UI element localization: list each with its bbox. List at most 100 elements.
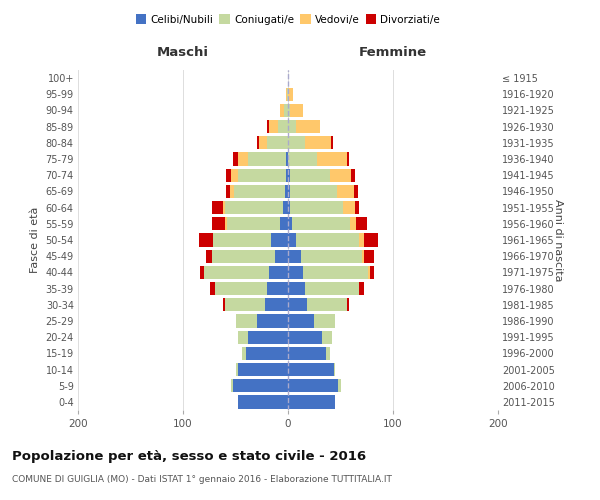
Bar <box>235 185 285 198</box>
Bar <box>351 168 355 182</box>
Bar <box>259 136 267 149</box>
Bar <box>230 185 235 198</box>
Bar <box>303 266 368 279</box>
Bar <box>238 396 288 408</box>
Bar <box>347 152 349 166</box>
Bar <box>359 234 364 246</box>
Bar <box>288 298 307 312</box>
Bar <box>288 104 290 117</box>
Bar <box>288 152 317 166</box>
Bar <box>364 234 379 246</box>
Text: COMUNE DI GUIGLIA (MO) - Dati ISTAT 1° gennaio 2016 - Elaborazione TUTTITALIA.IT: COMUNE DI GUIGLIA (MO) - Dati ISTAT 1° g… <box>12 475 392 484</box>
Bar <box>288 314 314 328</box>
Bar <box>226 185 230 198</box>
Bar <box>285 185 288 198</box>
Bar <box>248 152 286 166</box>
Bar <box>347 298 349 312</box>
Bar <box>330 168 351 182</box>
Bar <box>233 152 238 166</box>
Bar <box>354 185 358 198</box>
Bar <box>238 168 286 182</box>
Bar <box>242 346 246 360</box>
Bar <box>290 201 343 214</box>
Bar <box>355 201 359 214</box>
Bar <box>269 120 277 134</box>
Bar <box>283 201 288 214</box>
Bar <box>206 250 212 263</box>
Bar <box>305 136 331 149</box>
Bar <box>314 314 335 328</box>
Bar <box>286 168 288 182</box>
Bar <box>288 201 290 214</box>
Bar <box>288 330 322 344</box>
Bar <box>288 266 303 279</box>
Bar <box>280 217 288 230</box>
Bar <box>286 88 287 101</box>
Bar <box>265 298 288 312</box>
Bar <box>199 234 214 246</box>
Bar <box>225 298 265 312</box>
Bar <box>288 282 305 295</box>
Bar <box>238 363 288 376</box>
Bar <box>288 346 326 360</box>
Bar <box>204 266 269 279</box>
Text: Maschi: Maschi <box>157 46 209 59</box>
Bar <box>233 379 288 392</box>
Bar <box>225 217 227 230</box>
Bar <box>275 250 288 263</box>
Bar <box>301 250 362 263</box>
Bar <box>288 88 293 101</box>
Bar <box>267 136 288 149</box>
Bar <box>212 217 225 230</box>
Bar <box>227 217 280 230</box>
Bar <box>269 266 288 279</box>
Bar <box>359 282 364 295</box>
Bar <box>267 120 269 134</box>
Bar <box>235 314 257 328</box>
Bar <box>200 266 204 279</box>
Bar <box>292 217 350 230</box>
Bar <box>226 168 232 182</box>
Bar <box>368 266 370 279</box>
Text: Femmine: Femmine <box>359 46 427 59</box>
Bar <box>317 152 347 166</box>
Y-axis label: Fasce di età: Fasce di età <box>30 207 40 273</box>
Bar <box>277 120 288 134</box>
Bar <box>343 201 355 214</box>
Bar <box>305 282 359 295</box>
Bar <box>296 234 359 246</box>
Bar <box>257 314 288 328</box>
Bar <box>307 298 347 312</box>
Bar <box>225 201 283 214</box>
Bar <box>288 136 305 149</box>
Bar <box>212 250 275 263</box>
Bar <box>223 201 225 214</box>
Bar <box>280 104 284 117</box>
Bar <box>290 104 303 117</box>
Bar <box>356 217 367 230</box>
Bar <box>288 250 301 263</box>
Bar <box>288 379 338 392</box>
Bar <box>271 234 288 246</box>
Bar <box>288 234 296 246</box>
Bar <box>337 185 354 198</box>
Bar <box>288 120 296 134</box>
Bar <box>286 152 288 166</box>
Bar <box>248 330 288 344</box>
Bar <box>290 185 337 198</box>
Bar <box>211 282 215 295</box>
Bar <box>364 250 374 263</box>
Bar <box>370 266 374 279</box>
Bar <box>288 168 290 182</box>
Bar <box>215 282 267 295</box>
Bar <box>322 330 332 344</box>
Bar <box>288 217 292 230</box>
Bar <box>288 185 290 198</box>
Bar <box>284 104 288 117</box>
Bar <box>257 136 259 149</box>
Bar <box>296 120 320 134</box>
Bar <box>212 201 223 214</box>
Bar <box>267 282 288 295</box>
Bar <box>238 330 248 344</box>
Bar <box>334 363 335 376</box>
